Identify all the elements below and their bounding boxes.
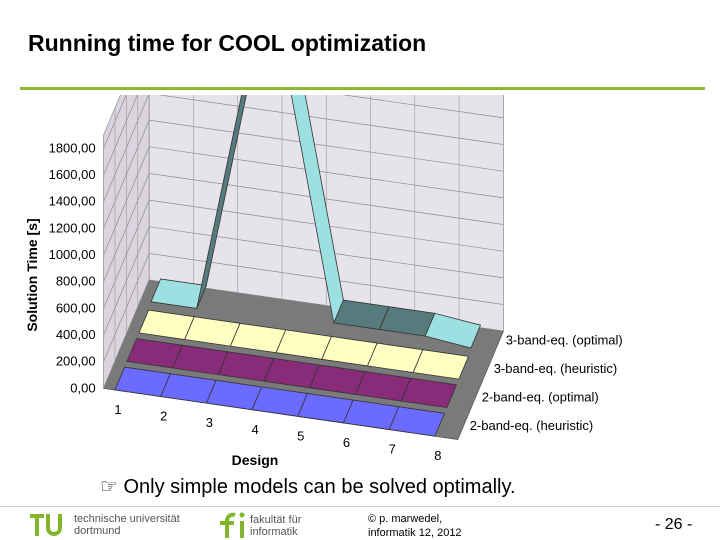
y-tick-label: 200,00	[56, 354, 96, 369]
fi-logo-icon	[220, 512, 245, 538]
copyright-line-1: © p. marwedel,	[368, 513, 443, 525]
title-divider	[20, 87, 705, 90]
caption: ☞ Only simple models can be solved optim…	[100, 474, 516, 499]
slide-title: Running time for COOL optimization	[28, 30, 427, 56]
x-axis-label: Design	[232, 452, 279, 468]
x-tick-label: 5	[297, 428, 304, 443]
y-tick-label: 800,00	[56, 274, 96, 289]
pointing-hand-icon: ☞	[100, 476, 118, 498]
footer-divider	[0, 506, 720, 507]
university-line-1: technische universität	[74, 513, 180, 525]
y-tick-label: 1800,00	[49, 140, 96, 155]
running-time-chart: 0,00 200,00 400,00 600,00 800,00 1000,00 1200,…	[24, 95, 623, 468]
y-tick-label: 0,00	[70, 380, 95, 395]
x-tick-label: 6	[343, 435, 350, 450]
copyright-line-2: informatik 12, 2012	[368, 527, 462, 539]
series-label: 2-band-eq. (optimal)	[482, 389, 599, 404]
x-tick-label: 1	[114, 402, 121, 417]
faculty-name: fakultät für informatik	[250, 514, 301, 538]
y-tick-label: 1600,00	[49, 167, 96, 182]
y-tick-label: 1200,00	[49, 220, 96, 235]
faculty-line-1: fakultät für	[250, 514, 302, 526]
caption-text: Only simple models can be solved optimal…	[123, 476, 516, 498]
ribbon-segment	[424, 312, 482, 349]
ribbon-segment	[196, 95, 247, 309]
y-tick-label: 600,00	[56, 300, 96, 315]
series-label: 3-band-eq. (heuristic)	[494, 361, 618, 376]
gridline-horizontal	[103, 95, 127, 149]
gridline-horizontal	[103, 95, 504, 176]
university-name: technische universität dortmund	[74, 513, 180, 537]
ribbon-segment	[388, 406, 446, 437]
y-tick-label: 400,00	[56, 327, 96, 342]
x-tick-label: 3	[206, 415, 213, 430]
y-tick-label: 1400,00	[49, 194, 96, 209]
x-tick-label: 8	[434, 448, 441, 463]
x-tick-label: 7	[389, 442, 396, 457]
university-line-2: dortmund	[74, 525, 121, 537]
series-label: 2-band-eq. (heuristic)	[470, 418, 594, 433]
copyright: © p. marwedel, informatik 12, 2012	[368, 512, 462, 540]
tu-logo-icon	[30, 514, 62, 536]
page-number: - 26 -	[655, 516, 693, 533]
x-tick-label: 4	[251, 422, 258, 437]
faculty-line-2: informatik	[250, 526, 298, 538]
ribbon-segment	[412, 349, 470, 380]
ribbon-segment	[400, 377, 458, 409]
series-label: 3-band-eq. (optimal)	[506, 332, 623, 347]
x-tick-label: 2	[160, 409, 167, 424]
gridline-horizontal	[103, 95, 504, 202]
y-axis-label: Solution Time [s]	[24, 218, 40, 331]
y-tick-label: 1000,00	[49, 247, 96, 262]
